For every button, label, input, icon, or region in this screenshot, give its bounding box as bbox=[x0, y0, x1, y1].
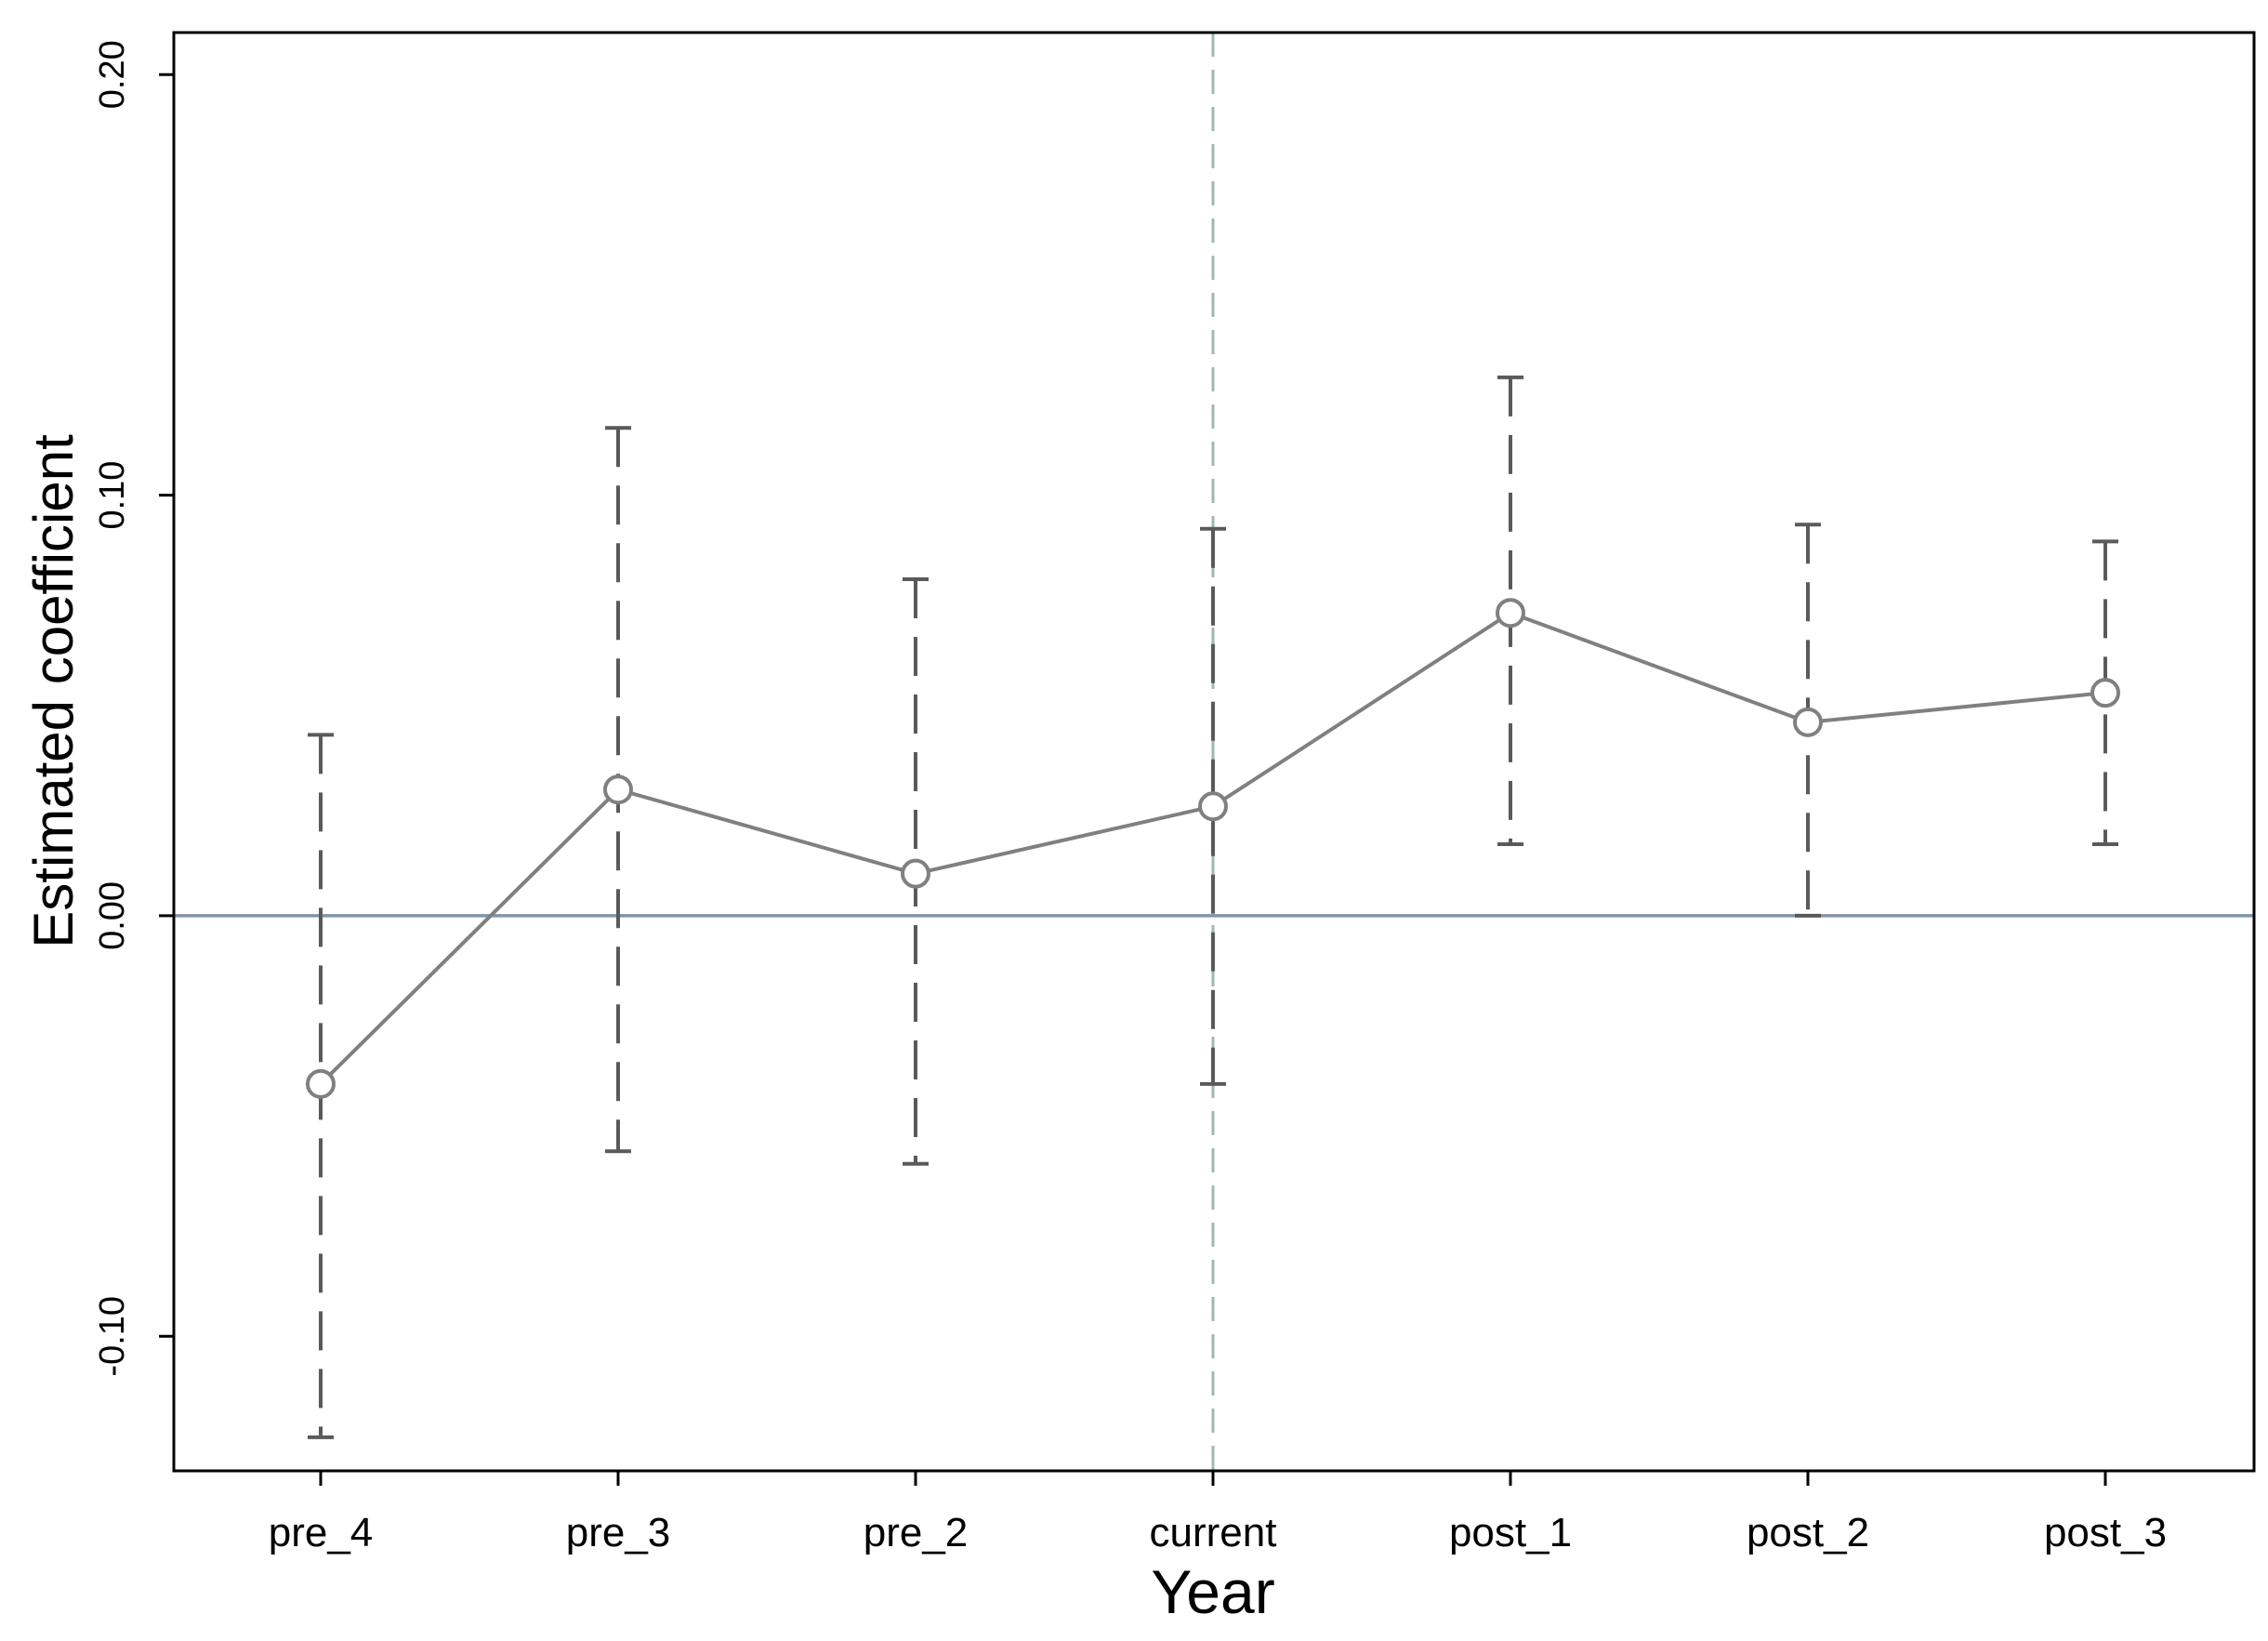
y-axis-title: Estimated coefficient bbox=[22, 434, 85, 948]
x-tick-label: post_3 bbox=[2044, 1510, 2167, 1555]
data-point-pre_3 bbox=[603, 774, 633, 805]
reference-lines bbox=[174, 33, 2254, 1471]
data-points bbox=[306, 598, 2120, 1099]
data-point-post_3 bbox=[2090, 678, 2120, 708]
y-axis: -0.10 0.00 0.10 0.20 bbox=[93, 40, 174, 1377]
x-tick-label: pre_2 bbox=[864, 1510, 969, 1555]
y-tick-label: 0.20 bbox=[93, 40, 132, 109]
data-point-post_2 bbox=[1793, 707, 1823, 737]
x-tick-label: post_1 bbox=[1449, 1510, 1572, 1555]
x-axis: pre_4 pre_3 pre_2 current post_1 post_2 post_3 bbox=[269, 1471, 2167, 1555]
x-tick-label: current bbox=[1150, 1510, 1277, 1555]
x-axis-title: Year bbox=[1151, 1557, 1274, 1626]
data-point-pre_2 bbox=[901, 858, 930, 889]
data-point-current bbox=[1198, 791, 1228, 822]
x-tick-label: post_2 bbox=[1747, 1510, 1869, 1555]
data-point-pre_4 bbox=[306, 1068, 336, 1099]
y-tick-label: -0.10 bbox=[93, 1296, 132, 1377]
x-tick-label: pre_4 bbox=[269, 1510, 374, 1555]
x-tick-label: pre_3 bbox=[566, 1510, 671, 1555]
y-tick-label: 0.10 bbox=[93, 461, 132, 530]
data-point-post_1 bbox=[1496, 598, 1525, 629]
y-tick-label: 0.00 bbox=[93, 881, 132, 950]
